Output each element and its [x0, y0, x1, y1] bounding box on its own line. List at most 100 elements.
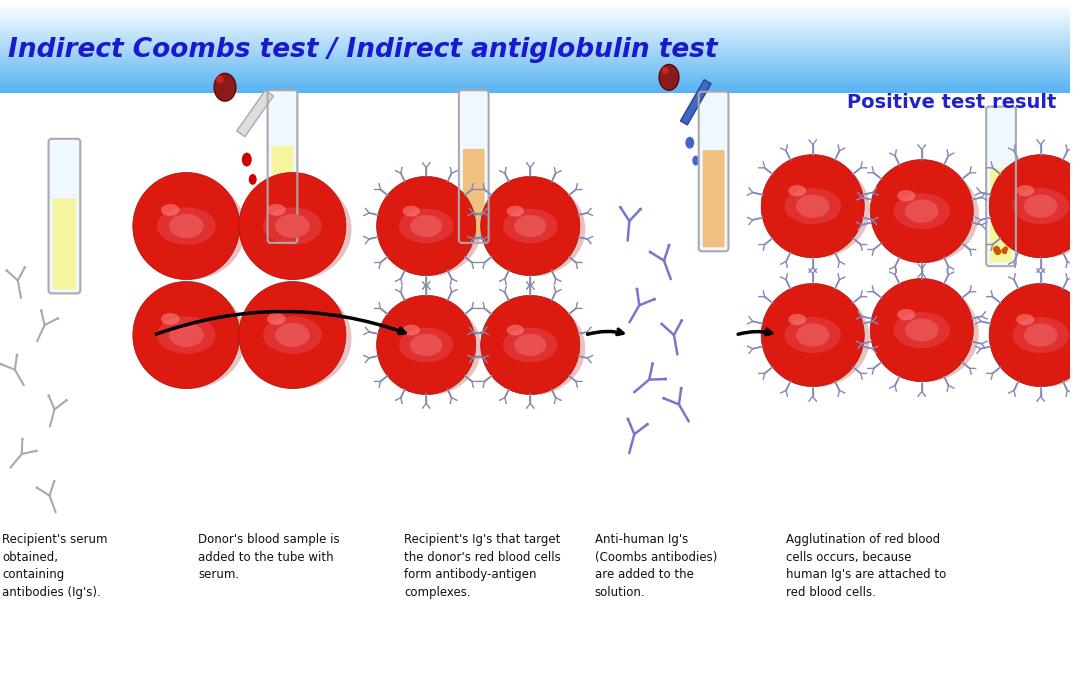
Ellipse shape	[157, 207, 216, 245]
Circle shape	[481, 176, 580, 275]
Circle shape	[867, 249, 868, 250]
Circle shape	[877, 217, 878, 218]
Ellipse shape	[905, 200, 939, 223]
Text: Indirect Coombs test / Indirect antiglobulin test: Indirect Coombs test / Indirect antiglob…	[8, 37, 717, 63]
Ellipse shape	[482, 182, 585, 276]
Circle shape	[374, 189, 375, 190]
Circle shape	[1008, 392, 1009, 394]
Circle shape	[581, 189, 582, 190]
Ellipse shape	[692, 156, 699, 165]
Bar	[0, 26, 1070, 28]
Bar	[0, 5, 1070, 7]
Circle shape	[1037, 272, 1038, 273]
Circle shape	[239, 173, 346, 279]
Bar	[0, 55, 1070, 57]
Ellipse shape	[788, 185, 807, 196]
Circle shape	[975, 249, 976, 250]
Bar	[0, 54, 1070, 56]
Ellipse shape	[897, 190, 916, 201]
Bar	[0, 83, 1070, 85]
Circle shape	[478, 189, 480, 190]
Circle shape	[758, 244, 759, 245]
Circle shape	[499, 281, 500, 282]
Circle shape	[997, 247, 1001, 252]
Circle shape	[395, 170, 396, 171]
Circle shape	[651, 362, 654, 365]
Circle shape	[855, 221, 858, 223]
Bar	[0, 72, 1070, 74]
Circle shape	[1066, 267, 1067, 268]
Bar	[0, 89, 1070, 91]
Circle shape	[534, 281, 535, 282]
Circle shape	[994, 248, 1000, 254]
Bar	[0, 7, 1070, 9]
Circle shape	[866, 167, 867, 168]
Ellipse shape	[1016, 185, 1035, 196]
Bar	[0, 30, 1070, 32]
Ellipse shape	[989, 160, 1080, 258]
Circle shape	[561, 170, 562, 171]
Circle shape	[429, 162, 431, 163]
Bar	[0, 84, 1070, 86]
Circle shape	[591, 327, 592, 328]
Circle shape	[867, 291, 868, 292]
Ellipse shape	[377, 301, 482, 395]
Bar	[0, 46, 1070, 48]
Circle shape	[918, 263, 919, 265]
Circle shape	[469, 243, 470, 244]
Bar	[0, 81, 1070, 83]
Circle shape	[422, 162, 423, 163]
Circle shape	[762, 250, 764, 251]
FancyBboxPatch shape	[463, 149, 485, 239]
Circle shape	[505, 284, 507, 285]
Circle shape	[477, 381, 478, 382]
Circle shape	[468, 334, 469, 335]
Circle shape	[395, 281, 396, 282]
Circle shape	[1072, 264, 1074, 265]
Ellipse shape	[403, 206, 420, 217]
Circle shape	[761, 155, 864, 258]
Circle shape	[924, 277, 926, 278]
Bar	[0, 28, 1070, 30]
Ellipse shape	[168, 323, 204, 347]
Ellipse shape	[503, 327, 557, 362]
Circle shape	[664, 377, 667, 381]
Circle shape	[889, 387, 890, 389]
Bar	[0, 39, 1070, 41]
Circle shape	[457, 400, 458, 401]
Circle shape	[862, 290, 863, 292]
Ellipse shape	[870, 165, 978, 263]
Circle shape	[872, 373, 873, 375]
Ellipse shape	[403, 325, 420, 335]
Circle shape	[986, 296, 987, 297]
Circle shape	[998, 247, 1003, 252]
Bar	[0, 34, 1070, 37]
Circle shape	[365, 243, 366, 244]
Circle shape	[660, 323, 663, 325]
Bar	[0, 80, 1070, 82]
Circle shape	[377, 296, 475, 394]
Circle shape	[449, 286, 450, 287]
Circle shape	[747, 194, 748, 196]
Bar	[0, 82, 1070, 84]
Circle shape	[473, 268, 474, 269]
Circle shape	[1008, 264, 1009, 265]
Circle shape	[889, 271, 890, 273]
Circle shape	[986, 373, 987, 374]
Circle shape	[985, 311, 986, 313]
Circle shape	[895, 149, 896, 151]
Circle shape	[577, 183, 578, 184]
Circle shape	[469, 362, 470, 363]
Circle shape	[999, 249, 1004, 254]
Bar	[0, 14, 1070, 16]
Circle shape	[15, 354, 18, 356]
Bar	[0, 79, 1070, 81]
Circle shape	[786, 267, 788, 268]
Circle shape	[40, 309, 42, 312]
Circle shape	[975, 323, 976, 325]
Ellipse shape	[870, 284, 978, 382]
Bar	[0, 10, 1070, 12]
Circle shape	[449, 284, 450, 285]
Circle shape	[990, 290, 991, 292]
Bar	[0, 44, 1070, 46]
